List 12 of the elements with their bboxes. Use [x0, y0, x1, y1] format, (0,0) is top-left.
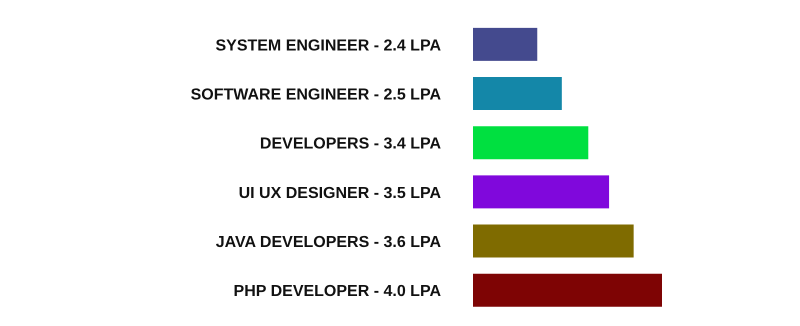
y-tick-label: DEVELOPERS - 3.4 LPA: [260, 136, 442, 153]
bar: [473, 224, 634, 258]
y-tick-label: SYSTEM ENGINEER - 2.4 LPA: [215, 37, 442, 54]
bar: [473, 274, 662, 307]
y-tick-label: UI UX DESIGNER - 3.5 LPA: [238, 184, 442, 202]
bar: [473, 77, 562, 110]
y-tick-label: JAVA DEVELOPERS - 3.6 LPA: [216, 234, 442, 251]
bar: [473, 126, 588, 160]
y-tick-label: PHP DEVELOPER - 4.0 LPA: [234, 283, 442, 300]
bar: [473, 175, 610, 208]
y-tick-label: SOFTWARE ENGINEER - 2.5 LPA: [190, 86, 442, 104]
bar: [473, 28, 538, 61]
